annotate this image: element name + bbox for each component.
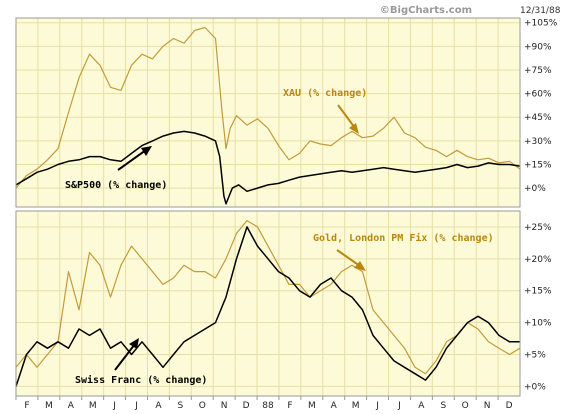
x-tick-label: D (506, 401, 513, 411)
annotations: XAU (% change) S&P500 (% change) Gold, L… (65, 88, 494, 386)
sp500-arrow (117, 149, 147, 171)
top-ytick-label: +60% (524, 90, 552, 100)
top-series-line-1 (15, 130, 521, 205)
bottom-ytick-label: +0% (524, 382, 546, 392)
bottom-ytick-label: +25% (524, 223, 552, 233)
x-tick-label: F (287, 401, 292, 411)
xau-arrowhead (349, 123, 359, 134)
x-tick-label: M (45, 401, 53, 411)
x-tick-label: O (199, 401, 206, 411)
x-tick-label: J (112, 401, 116, 411)
x-tick-label: J (134, 401, 138, 411)
x-tick-label: O (462, 401, 469, 411)
gold-arrowhead (354, 261, 366, 271)
sp500-arrowhead (141, 146, 152, 156)
x-tick-label: M (89, 401, 97, 411)
bottom-series-line-1 (15, 226, 520, 387)
x-axis: F M A M J J A S O N D 88 F M A M J J A S O N D (15, 396, 513, 411)
bottom-ytick-label: +10% (524, 319, 552, 329)
x-tick-label: S (177, 401, 183, 411)
x-tick-label: 88 (262, 401, 274, 411)
bottom-ytick-label: +20% (524, 255, 552, 265)
bottom-plot-area (16, 211, 520, 396)
top-ytick-label: +15% (524, 160, 552, 170)
bottom-ytick-label: +5% (524, 351, 546, 361)
swiss-franc-arrow (114, 343, 136, 371)
x-tick-label: A (155, 401, 162, 411)
top-ytick-label: +30% (524, 137, 552, 147)
xau-arrow (337, 104, 356, 129)
x-tick-label: D (243, 401, 250, 411)
sp500-label: S&P500 (% change) (65, 180, 167, 191)
x-tick-label: A (68, 401, 75, 411)
swiss-franc-label: Swiss Franc (% change) (75, 374, 207, 386)
x-tick-label: N (484, 401, 491, 411)
x-tick-label: J (375, 401, 379, 411)
x-tick-label: N (221, 401, 228, 411)
chart-date: 12/31/88 (520, 6, 561, 16)
x-tick-label: M (308, 401, 316, 411)
x-tick-label: J (397, 401, 401, 411)
x-tick-label: M (352, 401, 360, 411)
bottom-frame (15, 210, 521, 397)
bigcharts-credit: ©BigCharts.com (380, 5, 472, 16)
swiss-franc-arrowhead (129, 338, 139, 349)
bottom-ytick-label: +15% (524, 287, 552, 297)
x-tick-label: A (418, 401, 425, 411)
bottom-panel: +25% +20% +15% +10% +5% +0% (15, 210, 552, 397)
top-ytick-label: +45% (524, 113, 552, 123)
top-ytick-label: +90% (524, 42, 552, 52)
top-panel: +105% +90% +75% +60% +45% +30% +15% +0% (15, 17, 558, 208)
top-ytick-label: +0% (524, 184, 546, 194)
top-ytick-label: +75% (524, 66, 552, 76)
top-plot-area (16, 18, 520, 207)
gold-label: Gold, London PM Fix (% change) (313, 232, 494, 244)
top-frame (15, 17, 521, 208)
x-tick-label: F (24, 401, 29, 411)
xau-label: XAU (% change) (283, 88, 367, 99)
gold-arrow (336, 249, 361, 267)
x-tick-label: S (440, 401, 446, 411)
top-series-line-0 (15, 26, 521, 189)
top-ytick-label: +105% (524, 19, 558, 29)
annotation-arrows (114, 104, 366, 371)
bottom-series-line-0 (15, 220, 521, 375)
x-tick-label: A (331, 401, 338, 411)
